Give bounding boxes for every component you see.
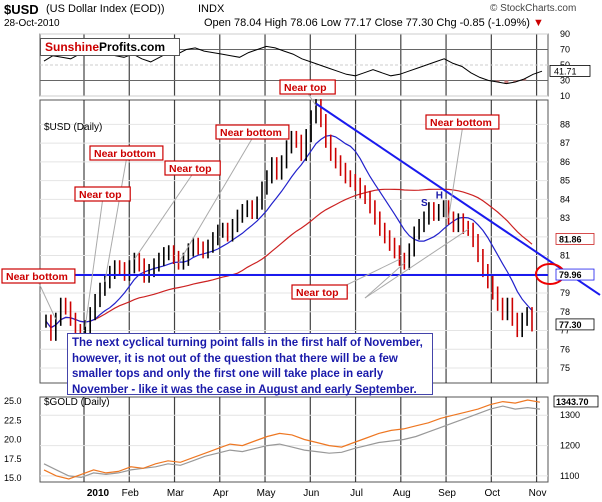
rsi-tick-label: 70 (560, 45, 570, 55)
annotation-box (74, 186, 131, 202)
ohlc-readout: Open 78.04 High 78.06 Low 77.17 Close 77… (204, 17, 544, 29)
rsi-line (43, 45, 543, 85)
close-value: 77.30 (559, 320, 582, 330)
annotation-pointer (364, 228, 469, 299)
chart-date: 28-Oct-2010 (4, 18, 60, 29)
annotation-pointer (104, 158, 127, 282)
annotation-label: Near top (284, 82, 327, 94)
annotation-pointer (307, 92, 317, 106)
downtrend-line (315, 102, 601, 296)
chart-symbol: $USD (4, 2, 39, 17)
annotation-pointer (37, 281, 57, 320)
gold-right-tick: 1200 (560, 441, 580, 451)
rsi-last-value: 41.71 (554, 66, 577, 76)
gold-last-value: 1343.70 (556, 397, 589, 407)
gold-left-tick: 22.5 (4, 415, 22, 425)
x-month-label: May (257, 488, 276, 499)
usd-tick-label: 81 (560, 251, 570, 261)
level-value-box (555, 268, 595, 281)
usd-tick-label: 79 (560, 288, 570, 298)
x-month-label: Aug (393, 488, 411, 499)
annotation-box (1, 268, 76, 284)
chg-down-arrow-icon: ▼ (533, 17, 544, 29)
usd-tick-label: 85 (560, 176, 570, 186)
usd-ma-long-line (45, 188, 533, 329)
annotation-label: Near bottom (430, 117, 492, 129)
usd-ma-short-line (45, 134, 533, 329)
gold-left-tick: 17.5 (4, 454, 22, 464)
annotation-pointer (178, 137, 253, 264)
annotation-label: Near top (169, 163, 212, 175)
annotation-label: Near top (296, 287, 339, 299)
gold-right-tick: 1300 (560, 410, 580, 420)
annotation-label: Near top (79, 189, 122, 201)
chart-name: (US Dollar Index (EOD)) (46, 3, 165, 15)
pattern-label: H (436, 191, 443, 202)
usd-tick-label: 75 (560, 363, 570, 373)
rsi-tick-label: 50 (560, 60, 570, 70)
usd-tick-label: 78 (560, 307, 570, 317)
gold-right-tick: 1100 (560, 471, 579, 481)
index-tag: INDX (198, 3, 225, 15)
annotation-box (164, 160, 221, 176)
x-month-label: Nov (529, 488, 547, 499)
annotation-label: Near bottom (6, 271, 68, 283)
stockcharts-credit: © StockCharts.com (490, 3, 577, 14)
brand-logo: SunshineProfits.com (40, 38, 180, 56)
ma-long-value: 81.86 (559, 234, 582, 244)
annotation-pointer (84, 199, 104, 327)
annotation-pointer (448, 127, 463, 219)
annotation-box (425, 114, 500, 130)
rsi-oversold-fill (495, 79, 527, 84)
level-value: 79.96 (559, 270, 582, 280)
gold-left-tick: 20.0 (4, 435, 22, 445)
gold-line (43, 399, 541, 480)
x-month-label: Jul (350, 488, 363, 499)
annotation-pointer (364, 262, 405, 299)
annotation-box (215, 124, 290, 140)
annotation-box (279, 79, 336, 95)
usd-tick-label: 83 (560, 213, 570, 223)
pattern-label: S (421, 198, 428, 209)
rsi-tick-label: 30 (560, 76, 570, 86)
annotation-box (291, 284, 348, 300)
gold-left-tick: 25.0 (4, 396, 22, 406)
gold-secondary-line (43, 405, 541, 479)
annotation-pointer (133, 173, 194, 260)
x-month-label: 2010 (87, 488, 110, 499)
rsi-tick-label: 90 (560, 29, 570, 39)
brand-part1: Sunshine (45, 40, 100, 54)
gold-panel (39, 396, 549, 483)
usd-tick-label: 87 (560, 138, 570, 148)
ma-long-value-box (555, 233, 595, 245)
gold-left-tick: 15.0 (4, 473, 22, 483)
close-value-box (555, 318, 595, 331)
usd-tick-label: 84 (560, 194, 570, 204)
annotation-box (89, 145, 164, 161)
ohlc-values: Open 78.04 High 78.06 Low 77.17 Close 77… (204, 17, 530, 29)
brand-part2: Profits.com (99, 40, 166, 54)
usd-tick-label: 88 (560, 119, 570, 129)
rsi-tick-label: 10 (560, 91, 570, 101)
gold-value-box (553, 395, 599, 408)
annotation-label: Near bottom (220, 127, 282, 139)
usd-panel-label: $USD (Daily) (44, 122, 102, 133)
x-month-label: Oct (485, 488, 501, 499)
rsi-value-box (549, 65, 591, 77)
x-month-label: Mar (167, 488, 185, 499)
usd-tick-label: 86 (560, 157, 570, 167)
annotation-note: The next cyclical turning point falls in… (67, 333, 433, 396)
x-month-label: Jun (303, 488, 319, 499)
gold-panel-label: $GOLD (Daily) (44, 397, 110, 408)
x-month-label: Feb (122, 488, 140, 499)
usd-tick-label: 76 (560, 344, 570, 354)
x-month-label: Apr (213, 488, 229, 499)
x-month-label: Sep (438, 488, 456, 499)
usd-tick-label: 77 (560, 326, 570, 336)
annotation-label: Near bottom (94, 148, 156, 160)
